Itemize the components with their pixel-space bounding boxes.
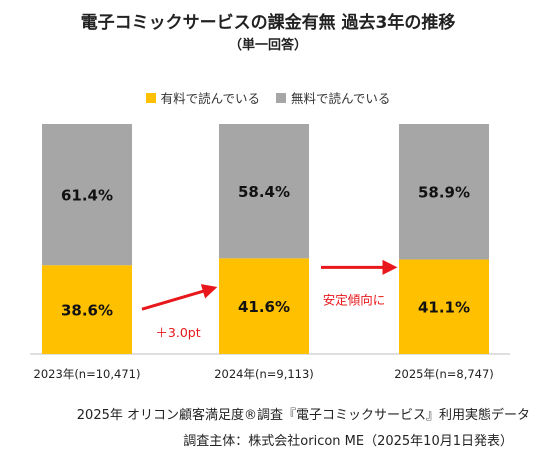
data-label-free-3: 58.9% [418, 184, 470, 202]
legend-item-paid: 有料で読んでいる [145, 88, 260, 107]
data-label-free-1: 61.4% [61, 187, 113, 205]
bar-paid-3 [399, 259, 489, 354]
bar-paid-2 [219, 258, 309, 354]
bar-free-2 [219, 124, 309, 259]
footnote-publisher: 調査主体：株式会社oricon ME（2025年10月1日発表） [183, 434, 513, 449]
bar-free-3 [399, 124, 489, 260]
data-label-paid-3: 41.1% [418, 299, 470, 317]
chart-subtitle: （単一回答） [228, 38, 307, 53]
chart-title: 電子コミックサービスの課金有無 過去3年の推移 [80, 13, 456, 33]
arrow-increase [141, 284, 218, 311]
category-label-2: 2024年(n=9,113) [214, 367, 314, 381]
stacked-bar-chart: 38.6% 61.4% 2023年(n=10,471) 41.6% 58.4% 2024年… [30, 124, 510, 381]
category-label-3: 2025年(n=8,747) [394, 367, 494, 381]
data-label-free-2: 58.4% [238, 183, 290, 201]
legend-label-paid: 有料で読んでいる [160, 91, 260, 106]
legend-item-free: 無料で読んでいる [276, 88, 390, 107]
legend-label-free: 無料で読んでいる [291, 91, 391, 106]
footnote-source: 2025年 オリコン顧客満足度®調査『電子コミックサービス』利用実態データ [76, 408, 530, 423]
legend-swatch-free [276, 92, 286, 103]
annotation-stable: 安定傾向に [323, 292, 386, 307]
bar-paid-1 [42, 265, 132, 354]
legend-swatch-paid [145, 92, 156, 103]
category-label-1: 2023年(n=10,471) [34, 367, 141, 381]
bar-free-1 [42, 124, 132, 266]
data-label-paid-1: 38.6% [61, 302, 113, 320]
legend: 有料で読んでいる 無料で読んでいる [0, 88, 536, 107]
annotation-increase: ＋3.0pt [155, 325, 200, 340]
data-label-paid-2: 41.6% [238, 298, 290, 316]
